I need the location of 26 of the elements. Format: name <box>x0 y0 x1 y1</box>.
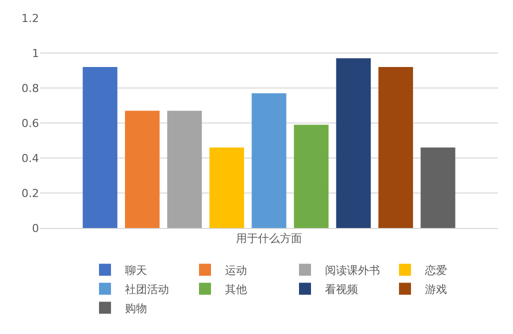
bar <box>82 67 118 228</box>
legend-label: 聊天 <box>125 264 147 278</box>
y-tick-label: 0.4 <box>22 152 39 165</box>
legend-label: 购物 <box>125 302 147 316</box>
bar <box>167 110 202 228</box>
legend-label: 游戏 <box>425 283 447 296</box>
legend-label: 其他 <box>225 283 247 296</box>
y-tick-label: 0.6 <box>22 116 39 130</box>
x-tick-label: 用于什么方面 <box>236 232 302 246</box>
bar <box>336 58 371 228</box>
bar <box>378 67 414 228</box>
bar <box>124 110 160 228</box>
legend-label: 恋爱 <box>424 264 447 278</box>
bar <box>294 124 329 228</box>
y-tick-label: 0.2 <box>22 186 39 200</box>
legend-label: 社团活动 <box>125 283 169 296</box>
y-tick-label: 0.8 <box>22 82 39 95</box>
bar <box>252 93 286 228</box>
y-tick-label: 1.2 <box>22 12 39 25</box>
bar <box>209 148 244 228</box>
legend-label: 运动 <box>225 264 247 278</box>
legend-label: 阅读课外书 <box>325 264 380 278</box>
y-tick-label: 0 <box>32 222 39 235</box>
bar <box>420 148 456 228</box>
y-tick-label: 1 <box>32 46 39 60</box>
legend-label: 看视频 <box>325 283 358 296</box>
